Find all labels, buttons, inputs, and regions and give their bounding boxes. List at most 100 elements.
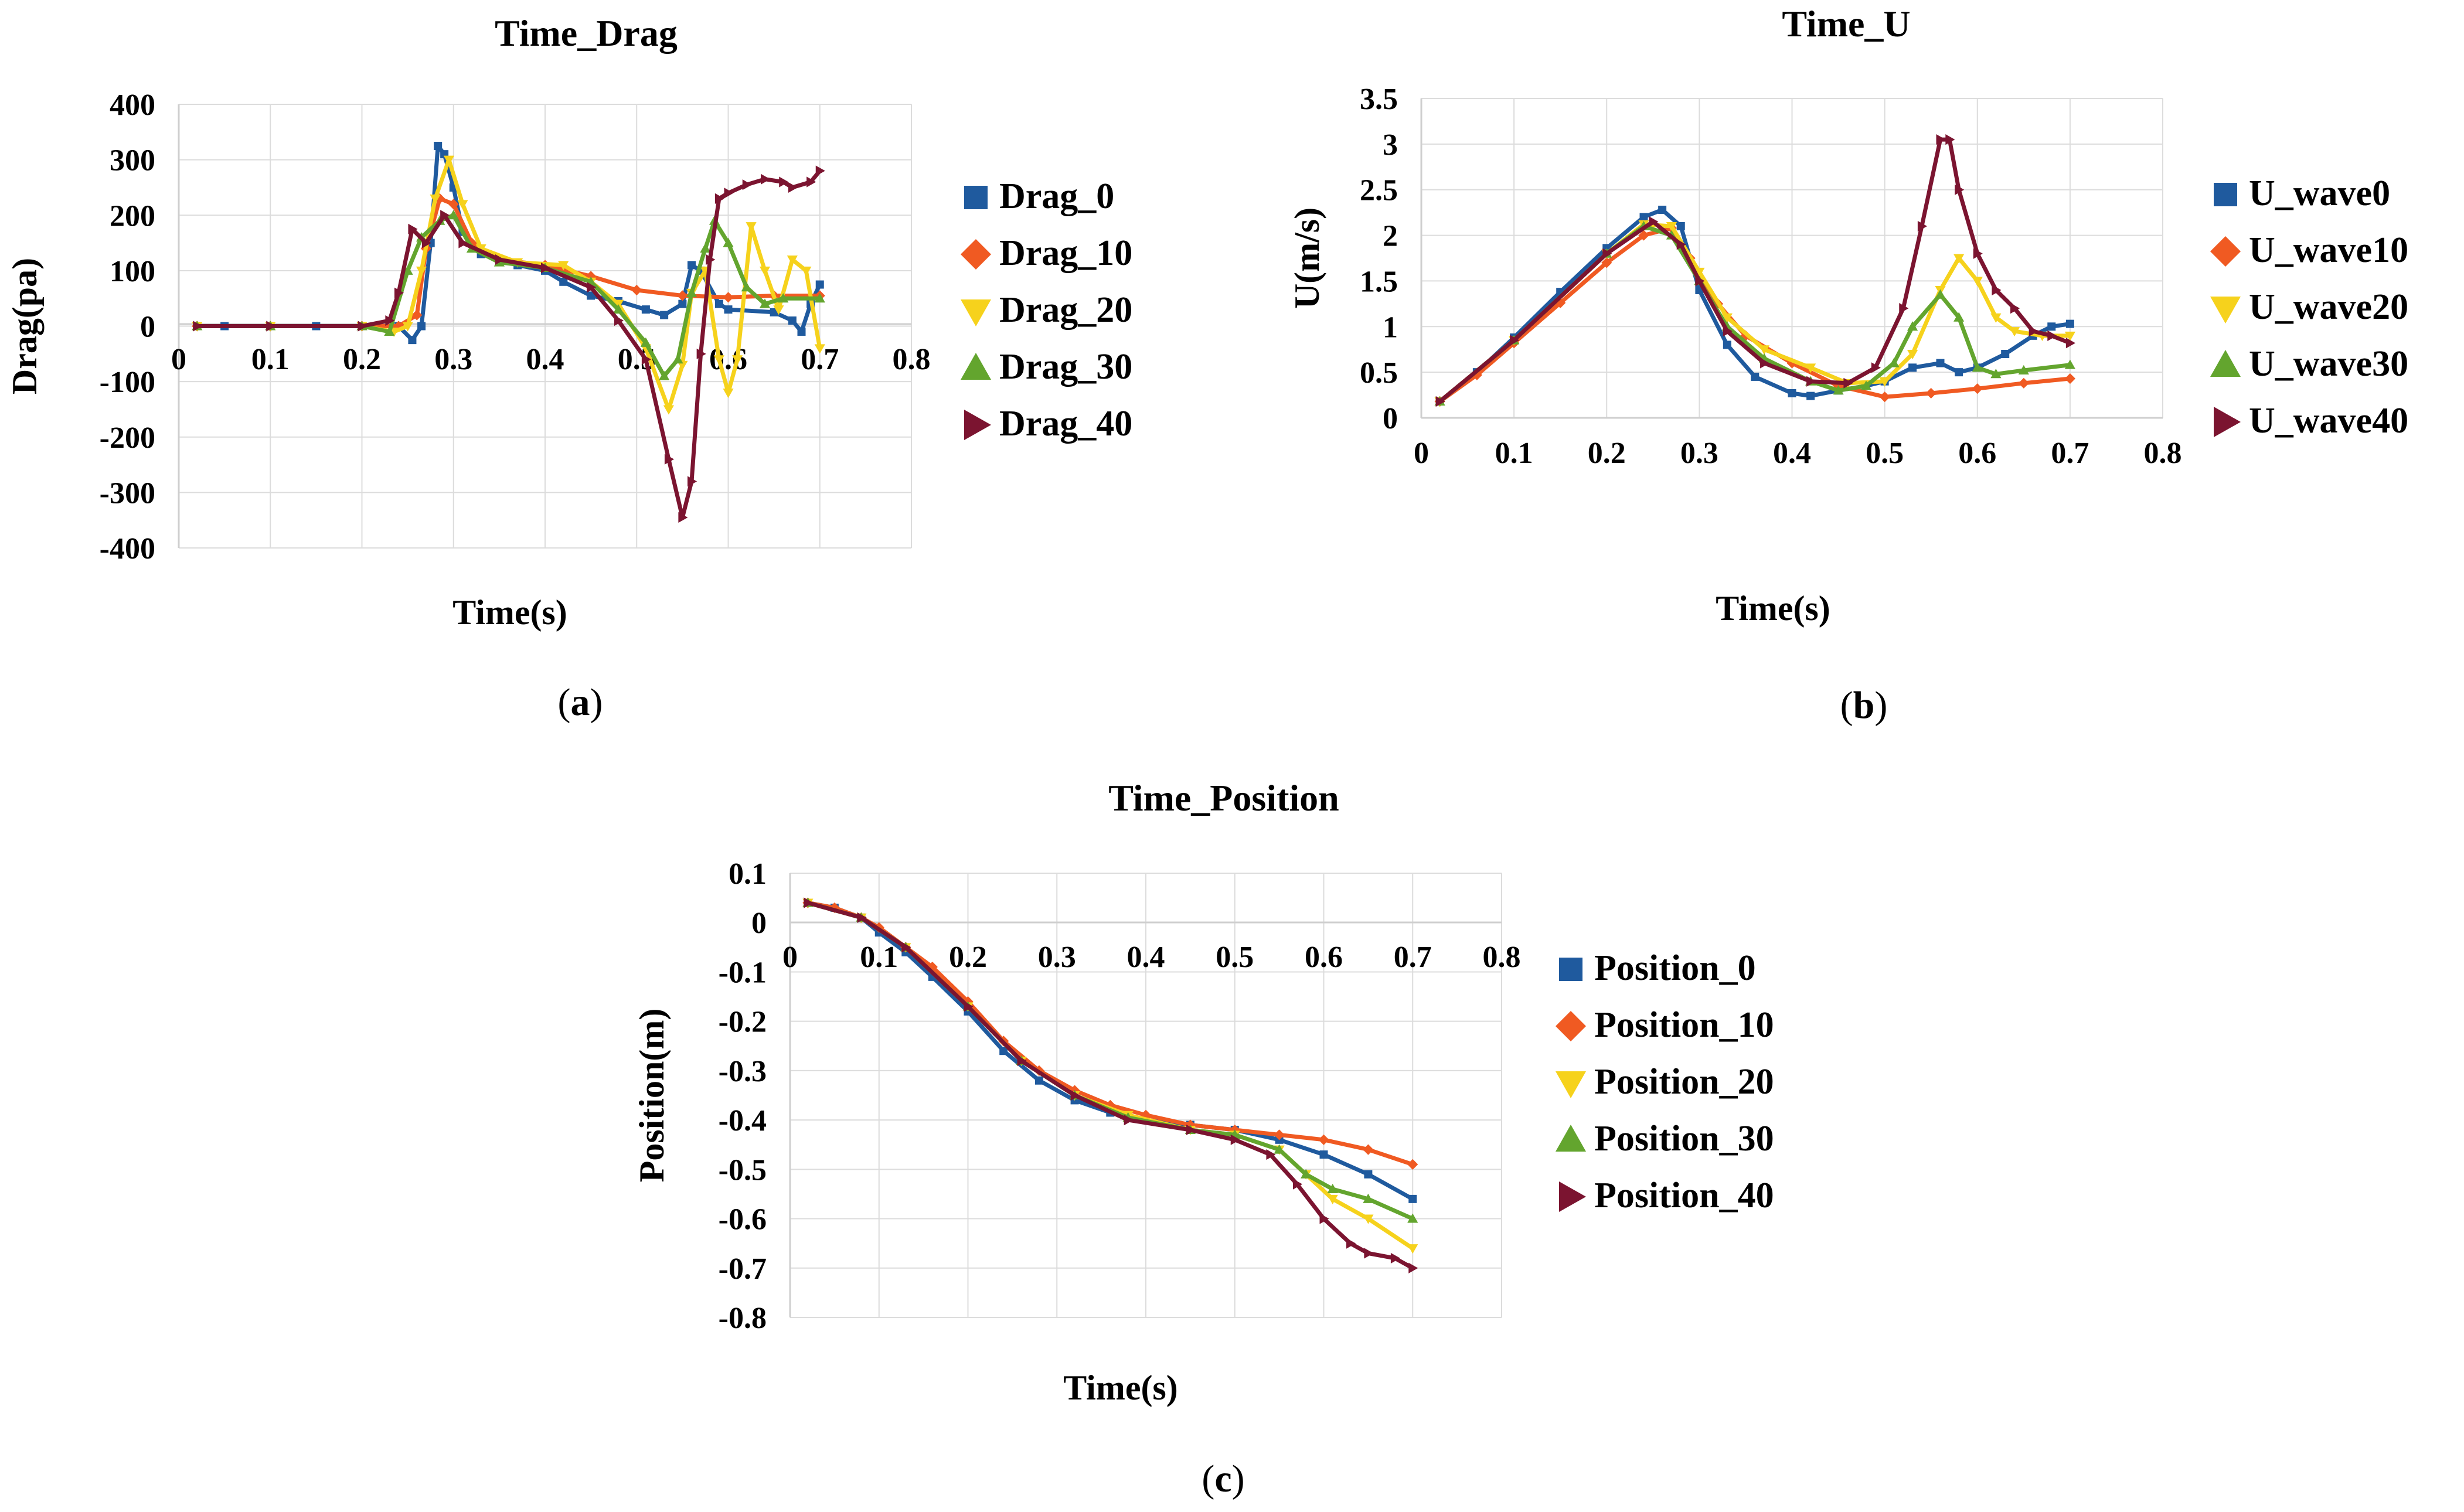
chart-title: Time_Drag bbox=[495, 12, 678, 54]
data-point bbox=[1805, 363, 1816, 373]
y-tick-label: 0.5 bbox=[1360, 356, 1398, 390]
data-point bbox=[1676, 222, 1685, 230]
data-point bbox=[1972, 277, 1983, 287]
data-point bbox=[1639, 213, 1648, 222]
data-point bbox=[700, 243, 711, 253]
chart-title: Time_Position bbox=[1108, 777, 1339, 819]
series-line bbox=[807, 901, 1414, 1270]
legend-marker bbox=[964, 410, 991, 440]
data-point bbox=[266, 321, 276, 332]
y-tick-label: 0 bbox=[1383, 402, 1398, 435]
data-point bbox=[1888, 357, 1900, 367]
data-point bbox=[1274, 1129, 1285, 1140]
data-point bbox=[416, 266, 427, 276]
data-point bbox=[1230, 1134, 1240, 1145]
data-point bbox=[801, 266, 812, 276]
y-tick-label: -200 bbox=[100, 421, 155, 455]
legend-marker bbox=[1556, 1011, 1586, 1041]
x-tick-label: 0.8 bbox=[2144, 437, 2182, 470]
legend-marker bbox=[2210, 350, 2241, 377]
y-tick-label: -0.7 bbox=[719, 1252, 767, 1286]
x-tick-label: 0.1 bbox=[860, 941, 898, 974]
data-point bbox=[1907, 321, 1918, 331]
x-tick-label: 0.8 bbox=[1483, 941, 1521, 974]
y-tick-label: 0 bbox=[140, 311, 155, 344]
data-point bbox=[1990, 313, 2002, 323]
y-tick-label: 3 bbox=[1383, 128, 1398, 162]
y-tick-label: -0.6 bbox=[719, 1203, 767, 1237]
data-point bbox=[1408, 1262, 1418, 1273]
data-point bbox=[678, 299, 687, 308]
data-point bbox=[1723, 340, 1731, 349]
y-tick-label: -300 bbox=[100, 476, 155, 510]
legend-marker bbox=[961, 353, 991, 380]
data-point bbox=[2064, 359, 2075, 369]
y-tick-label: 100 bbox=[110, 255, 155, 288]
data-point bbox=[2065, 319, 2074, 328]
x-tick-label: 0 bbox=[171, 343, 186, 376]
legend-marker bbox=[1559, 1181, 1586, 1212]
data-point bbox=[495, 254, 505, 265]
y-axis-label: U(m/s) bbox=[1288, 207, 1326, 309]
data-point bbox=[761, 173, 771, 185]
data-point bbox=[358, 321, 367, 332]
legend-item: U_wave0 bbox=[2214, 173, 2390, 213]
data-point bbox=[1292, 1179, 1303, 1190]
y-tick-label: -0.8 bbox=[719, 1302, 767, 1335]
data-point bbox=[713, 355, 724, 365]
data-point bbox=[641, 354, 651, 365]
data-point bbox=[1760, 357, 1770, 369]
data-point bbox=[1363, 1193, 1374, 1203]
data-point bbox=[1327, 1183, 1338, 1194]
x-tick-label: 0.6 bbox=[709, 343, 747, 376]
data-point bbox=[1676, 239, 1686, 250]
legend-label: U_wave30 bbox=[2249, 344, 2408, 384]
data-point bbox=[587, 282, 597, 293]
legend-marker bbox=[961, 299, 991, 326]
legend-item: Position_20 bbox=[1556, 1062, 1774, 1102]
y-axis-label: Position(m) bbox=[632, 1009, 671, 1183]
data-point bbox=[778, 293, 789, 303]
data-point bbox=[901, 942, 911, 953]
x-tick-label: 0.1 bbox=[251, 343, 290, 376]
x-axis-label: Time(s) bbox=[1063, 1368, 1178, 1407]
data-point bbox=[696, 348, 706, 359]
data-point bbox=[434, 141, 443, 150]
legend-label: Position_30 bbox=[1594, 1119, 1774, 1159]
data-point bbox=[558, 261, 569, 271]
data-point bbox=[2065, 338, 2075, 349]
x-axis-label: Time(s) bbox=[1716, 589, 1830, 628]
data-point bbox=[1346, 1238, 1356, 1249]
legend-marker bbox=[2214, 407, 2241, 437]
data-point bbox=[1751, 372, 1759, 381]
chart-time-drag: Time_Drag 400 300 200 100 0 -100 -200 -300 -400 0 0… bbox=[5, 12, 1132, 724]
data-point bbox=[1694, 267, 1705, 277]
legend-item: U_wave20 bbox=[2210, 287, 2408, 327]
y-tick-label: -0.1 bbox=[719, 956, 767, 989]
data-point bbox=[612, 304, 624, 314]
data-point bbox=[2047, 330, 2057, 341]
data-point bbox=[1658, 205, 1667, 214]
y-tick-label: -0.3 bbox=[719, 1055, 767, 1088]
data-point bbox=[1266, 1149, 1276, 1160]
data-point bbox=[1319, 1213, 1329, 1224]
data-point bbox=[804, 897, 814, 908]
data-point bbox=[448, 210, 459, 220]
x-tick-label: 0.4 bbox=[526, 343, 564, 376]
data-point bbox=[814, 344, 825, 354]
data-point bbox=[1186, 1124, 1196, 1136]
legend-label: Drag_10 bbox=[999, 233, 1132, 273]
data-point bbox=[1510, 335, 1520, 346]
data-point bbox=[417, 322, 426, 331]
legend-label: Drag_30 bbox=[999, 347, 1132, 387]
x-axis-label: Time(s) bbox=[452, 593, 567, 632]
legend-label: U_wave10 bbox=[2249, 230, 2408, 270]
legend-item: Position_0 bbox=[1559, 948, 1756, 988]
x-tick-label: 0.3 bbox=[434, 343, 472, 376]
data-point bbox=[1408, 1194, 1417, 1203]
data-point bbox=[927, 961, 938, 973]
x-tick-label: 0 bbox=[782, 941, 798, 974]
data-point bbox=[660, 311, 669, 319]
chart-time-u: Time_U 3.5 3 2.5 2 1.5 1 0.5 00 0.1 0.2 0.3 0.4 0.5 0.… bbox=[1288, 3, 2408, 727]
data-point bbox=[857, 912, 867, 923]
